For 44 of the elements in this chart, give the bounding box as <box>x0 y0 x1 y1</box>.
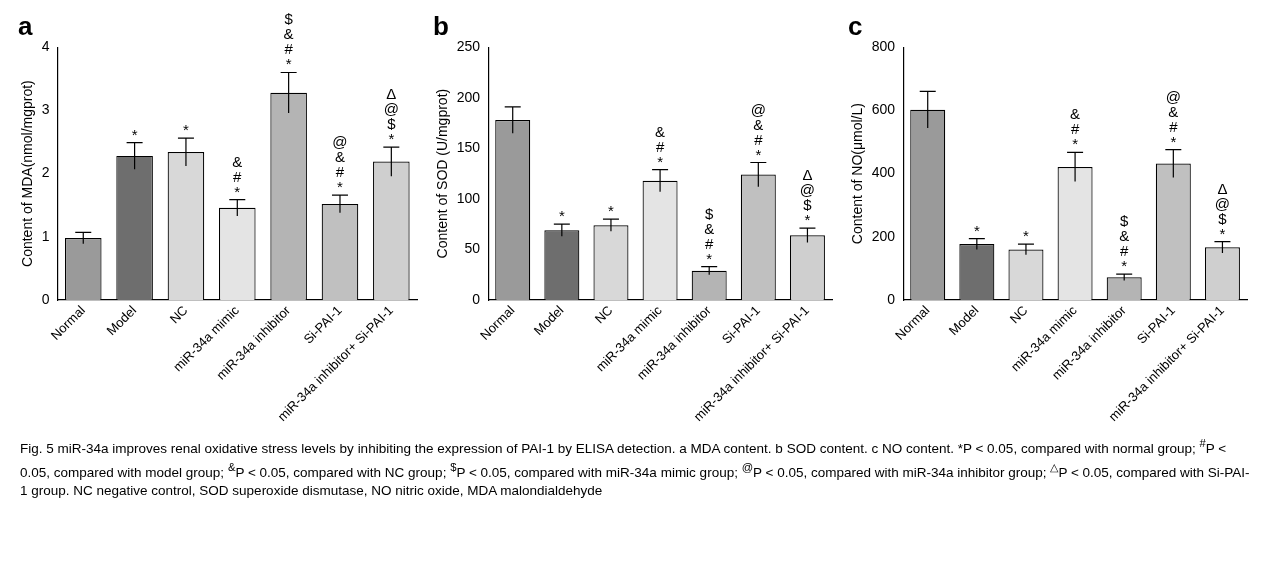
y-axis-title: Content of SOD (U/mgprot) <box>434 88 451 259</box>
annotation: * <box>972 221 981 239</box>
x-tick-label: NC <box>591 302 616 327</box>
y-tick-label: 2 <box>41 164 50 181</box>
annotation: * <box>182 121 190 139</box>
annotation: $ & # * <box>703 204 716 267</box>
y-tick-label: 800 <box>871 38 896 55</box>
annotation: @ & # * <box>331 133 349 196</box>
y-tick-label: 1 <box>41 227 50 244</box>
x-tick-label: NC <box>166 302 191 327</box>
annotation: * <box>130 125 139 143</box>
chart-title: a <box>18 10 33 41</box>
chart-title: c <box>848 10 863 41</box>
annotation: * <box>607 202 615 220</box>
annotation: $ & # * <box>1118 212 1131 275</box>
y-tick-label: 600 <box>871 101 896 118</box>
y-tick-label: 0 <box>887 290 896 307</box>
y-tick-label: 200 <box>456 88 481 105</box>
y-axis-title: Content of NO(μmol/L) <box>849 103 866 245</box>
annotation: * <box>1022 227 1030 245</box>
annotation: @ & # * <box>1164 87 1182 150</box>
y-tick-label: 400 <box>871 164 896 181</box>
x-tick-label: NC <box>1006 302 1031 327</box>
y-tick-label: 100 <box>456 189 481 206</box>
chart-title: b <box>433 10 449 41</box>
y-axis-title: Content of MDA(nmol/mgprot) <box>19 80 36 267</box>
annotation: Δ @ $ * <box>798 166 817 229</box>
y-tick-label: 3 <box>41 101 50 118</box>
annotation: $ & # * <box>282 10 295 73</box>
y-tick-label: 0 <box>472 290 481 307</box>
annotation: @ & # * <box>749 100 767 163</box>
annotation: & # * <box>654 122 667 170</box>
annotation: & # * <box>231 152 244 200</box>
y-tick-label: 50 <box>464 240 481 257</box>
y-tick-label: 150 <box>456 139 481 156</box>
annotation: * <box>557 207 566 225</box>
y-tick-label: 200 <box>871 227 896 244</box>
annotation: Δ @ $ * <box>382 85 400 148</box>
annotation: & # * <box>1069 105 1082 153</box>
y-tick-label: 4 <box>41 38 50 55</box>
annotation: Δ @ $ * <box>1213 179 1232 242</box>
y-tick-label: 250 <box>456 38 481 55</box>
text: Fig. 5 miR-34a improves renal oxidative stress levels by inhibiting the expression of PAI-1 by ELISA detection. a MDA content. b SOD content. c NO content. *P < 0.05, compared with normal group; $^{#}$P < 0.05, compared with model group; $^{&}$P < 0.05, compared with NC group; $^{$}$P < 0.05, compared with miR-34a mimic group; $^{@}$P < 0.05, compared with miR-34a inhibitor group; $^{△}$P < 0.05, compared with Si-PAI-1 group. NC negative control, SOD superoxide dismutase, NO nitric oxide, MDA malondialdehyde <box>20 437 1250 498</box>
y-tick-label: 0 <box>41 290 50 307</box>
